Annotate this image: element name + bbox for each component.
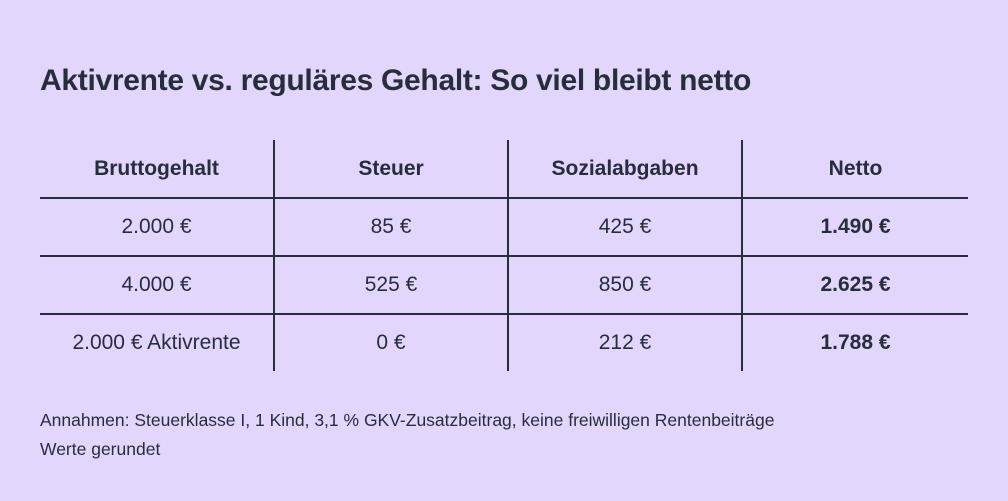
header-bruttogehalt: Bruttogehalt: [94, 156, 219, 180]
header-netto: Netto: [741, 140, 968, 198]
page-title: Aktivrente vs. reguläres Gehalt: So viel…: [40, 64, 751, 97]
header-sozialabgaben: Sozialabgaben: [507, 140, 742, 198]
table-row: 2.000 € 85 € 425 € 1.490 €: [40, 197, 968, 256]
cell-bruttogehalt: 2.000 €: [40, 197, 274, 256]
table-row: 2.000 € Aktivrente 0 € 212 € 1.788 €: [40, 313, 968, 371]
salary-table: Bruttogehalt Steuer Sozialabgaben Netto …: [40, 140, 968, 371]
cell-sozialabgaben: 850 €: [507, 255, 742, 314]
table-header-row: Bruttogehalt Steuer Sozialabgaben Netto: [40, 140, 968, 198]
assumptions-note: Annahmen: Steuerklasse I, 1 Kind, 3,1 % …: [40, 410, 775, 430]
header-steuer: Steuer: [273, 140, 508, 198]
table-row: 4.000 € 525 € 850 € 2.625 €: [40, 255, 968, 314]
footnotes: Annahmen: Steuerklasse I, 1 Kind, 3,1 % …: [40, 406, 774, 464]
cell-netto: 1.788 €: [741, 313, 968, 371]
cell-netto: 2.625 €: [741, 255, 968, 314]
cell-bruttogehalt: 4.000 €: [40, 255, 274, 314]
cell-netto: 1.490 €: [741, 197, 968, 256]
cell-steuer: 85 €: [273, 197, 508, 256]
cell-sozialabgaben: 425 €: [507, 197, 742, 256]
cell-bruttogehalt: 2.000 € Aktivrente: [40, 313, 274, 371]
cell-steuer: 0 €: [273, 313, 508, 371]
cell-steuer: 525 €: [273, 255, 508, 314]
cell-sozialabgaben: 212 €: [507, 313, 742, 371]
rounding-note: Werte gerundet: [40, 439, 161, 459]
